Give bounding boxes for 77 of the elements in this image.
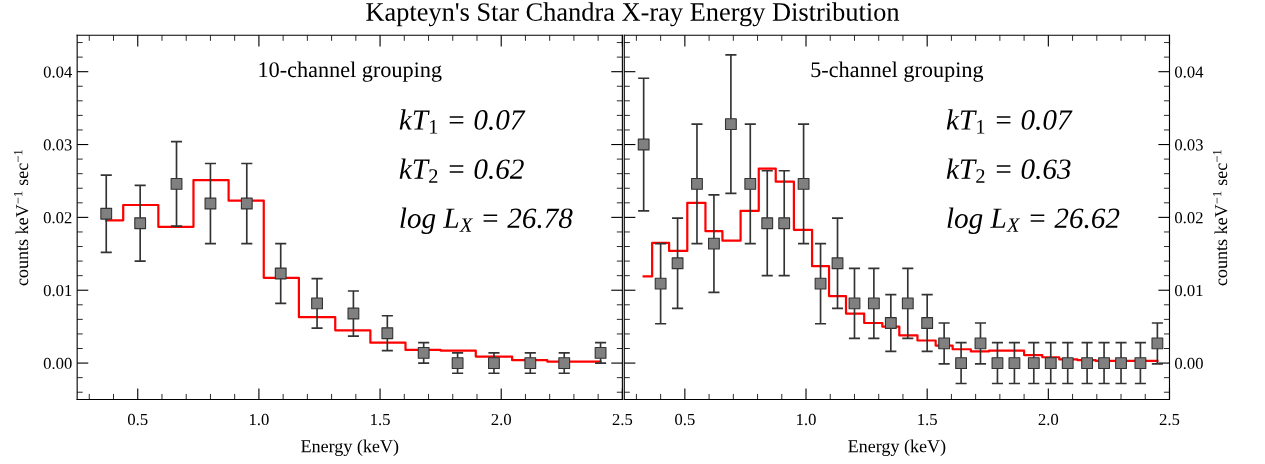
point bbox=[761, 217, 774, 230]
y-tick-label: 0.01 bbox=[43, 284, 72, 297]
point bbox=[1098, 357, 1111, 370]
point bbox=[1151, 337, 1164, 350]
x-tick-label: 2.5 bbox=[1159, 413, 1180, 426]
point bbox=[708, 237, 720, 250]
point bbox=[778, 217, 791, 230]
point bbox=[1044, 357, 1057, 370]
annotation: log L$_{X}$ = 26.78 bbox=[400, 207, 573, 235]
x-tick-label: 1.0 bbox=[249, 413, 269, 426]
x-axis-title: Energy (keV) bbox=[301, 439, 399, 457]
point bbox=[654, 277, 667, 290]
y-tick-label: 0.02 bbox=[1174, 212, 1203, 224]
point bbox=[691, 177, 703, 190]
y-tick-label: 0.00 bbox=[1174, 357, 1203, 370]
point bbox=[417, 346, 430, 359]
x-tick-label: 1.0 bbox=[797, 413, 816, 426]
x-tick-label: 2.0 bbox=[491, 413, 511, 426]
point bbox=[797, 177, 810, 190]
y-tick-label: 0.04 bbox=[43, 66, 73, 78]
point bbox=[938, 337, 951, 350]
point bbox=[884, 317, 897, 329]
point bbox=[744, 177, 757, 190]
y-tick-label: 0.04 bbox=[1174, 66, 1204, 78]
point bbox=[867, 297, 880, 310]
point bbox=[381, 327, 394, 340]
point bbox=[134, 217, 147, 230]
point bbox=[1115, 357, 1127, 370]
x-tick-label: 2.5 bbox=[612, 413, 633, 426]
x-tick-label: 1.5 bbox=[918, 413, 937, 426]
point bbox=[831, 257, 844, 270]
point bbox=[974, 337, 987, 350]
point bbox=[991, 357, 1004, 370]
point bbox=[901, 297, 914, 310]
point bbox=[637, 138, 650, 151]
annotation: kT$_{1}$ = 0.07 bbox=[946, 109, 1073, 134]
x-tick-label: 1.5 bbox=[371, 413, 390, 426]
annotation: kT$_{1}$ = 0.07 bbox=[399, 109, 526, 134]
y-tick-label: 0.01 bbox=[1174, 284, 1203, 297]
point bbox=[1027, 357, 1040, 370]
y-tick-label: 0.02 bbox=[43, 212, 72, 224]
x-axis-title: Energy (keV) bbox=[848, 439, 946, 457]
annotation: kT$_{2}$ = 0.63 bbox=[946, 158, 1071, 183]
point bbox=[240, 197, 253, 210]
point bbox=[1008, 357, 1021, 370]
point bbox=[524, 357, 537, 370]
y-axis-title: counts keV$^{−1}$ sec$^{−1}$ bbox=[1212, 149, 1228, 286]
point bbox=[451, 357, 464, 370]
point bbox=[724, 118, 737, 131]
y-tick-label: 0.03 bbox=[1174, 139, 1203, 151]
point bbox=[100, 207, 113, 220]
y-tick-label: 0.00 bbox=[43, 357, 72, 370]
x-tick-label: 2.0 bbox=[1038, 413, 1059, 426]
point bbox=[170, 177, 183, 190]
point bbox=[955, 357, 968, 370]
point bbox=[1134, 357, 1147, 370]
annotation: kT$_{2}$ = 0.62 bbox=[399, 158, 524, 183]
x-tick-label: 0.5 bbox=[127, 413, 148, 426]
point bbox=[814, 277, 827, 290]
point bbox=[558, 357, 571, 370]
point bbox=[488, 357, 500, 370]
point bbox=[594, 346, 607, 359]
y-axis-title: counts keV$^{−1}$ sec$^{−1}$ bbox=[13, 149, 29, 286]
chart-title: Kapteyn's Star Chandra X-ray Energy Distribution bbox=[366, 2, 900, 27]
annotation: 10-channel grouping bbox=[259, 61, 442, 82]
point bbox=[1061, 357, 1074, 370]
point bbox=[347, 307, 360, 320]
point bbox=[311, 297, 323, 310]
annotation: log L$_{X}$ = 26.62 bbox=[947, 207, 1120, 235]
point bbox=[921, 317, 934, 329]
point bbox=[274, 267, 287, 280]
x-tick-label: 0.5 bbox=[675, 413, 695, 426]
annotation: 5-channel grouping bbox=[811, 61, 984, 82]
y-tick-label: 0.03 bbox=[43, 139, 72, 151]
point bbox=[1081, 357, 1094, 370]
point bbox=[848, 297, 861, 310]
point bbox=[671, 257, 684, 270]
